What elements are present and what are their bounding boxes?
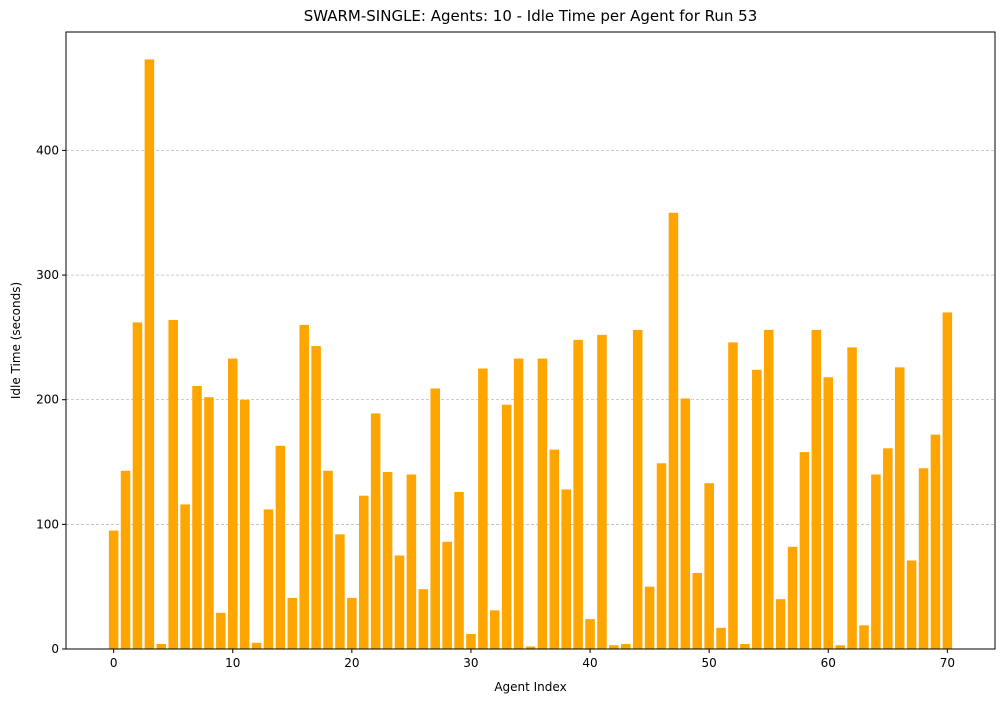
bar [251,642,262,649]
chart-title: SWARM-SINGLE: Agents: 10 - Idle Time per… [304,7,758,25]
bar [156,644,167,649]
bar [537,358,548,649]
bar [799,452,810,649]
bar [752,369,762,649]
x-tick-label: 30 [463,656,478,670]
bar [573,339,583,649]
bar [501,404,512,649]
bar [239,399,250,649]
x-axis-ticks: 0 10 20 30 40 50 60 70 [110,649,955,670]
bar [811,329,822,649]
bar [847,347,857,649]
y-axis-label: Idle Time (seconds) [9,282,23,399]
bar [311,346,321,649]
bar [394,555,405,649]
y-tick-label: 100 [36,517,59,531]
bar [621,644,631,649]
x-tick-label: 10 [225,656,240,670]
bar [490,610,500,649]
bars [108,59,953,650]
x-tick-label: 70 [940,656,955,670]
x-axis-label: Agent Index [494,680,566,694]
x-tick-label: 60 [821,656,836,670]
bar [823,377,834,649]
bar [775,599,786,649]
bar [263,509,274,649]
bar [335,534,345,649]
bar [609,645,619,649]
y-tick-label: 300 [36,268,59,282]
bar [728,342,738,649]
bar [894,367,905,649]
bar [644,586,655,649]
bar [680,398,691,649]
bar [918,468,929,649]
bar [549,449,560,649]
bar [454,491,464,649]
bar [692,572,703,649]
bar [108,530,119,649]
bar [478,368,488,649]
bar [216,612,226,649]
bar [406,474,417,649]
x-tick-label: 0 [110,656,118,670]
y-tick-label: 200 [36,393,59,407]
bar [227,358,238,649]
bar [787,546,798,649]
bar [370,413,381,649]
bar [561,489,571,649]
bar [835,645,845,649]
bar [513,358,524,649]
bar [656,463,667,649]
y-tick-label: 400 [36,143,59,157]
bar [204,397,214,649]
bar [871,474,881,649]
bar [668,212,679,650]
bar [466,634,476,649]
bar [120,470,131,649]
bar [632,329,643,649]
bar [740,644,750,649]
bar [192,385,202,649]
bar [180,504,190,649]
bar [716,627,726,649]
bar [168,319,178,649]
x-tick-label: 20 [344,656,359,670]
bar [299,324,309,649]
bar [144,59,155,649]
bar [275,445,286,649]
bar [906,560,917,649]
bar [323,470,333,649]
bar [763,329,774,649]
y-axis-ticks: 0 100 200 300 400 [36,143,66,656]
bar [883,448,893,649]
bar [132,322,143,649]
bar [859,625,869,649]
bar [358,495,369,649]
x-tick-label: 40 [582,656,597,670]
bar [442,541,452,649]
bar [525,646,536,649]
bar [430,388,440,649]
bar [585,619,595,649]
plot-frame [65,31,996,650]
bar [597,334,607,649]
bar [704,483,714,649]
bar [418,589,429,649]
bar [347,597,357,649]
y-tick-label: 0 [51,642,59,656]
bar [287,597,298,649]
x-tick-label: 50 [702,656,717,670]
bar [930,434,941,649]
bar [942,312,953,649]
bar [382,472,393,649]
